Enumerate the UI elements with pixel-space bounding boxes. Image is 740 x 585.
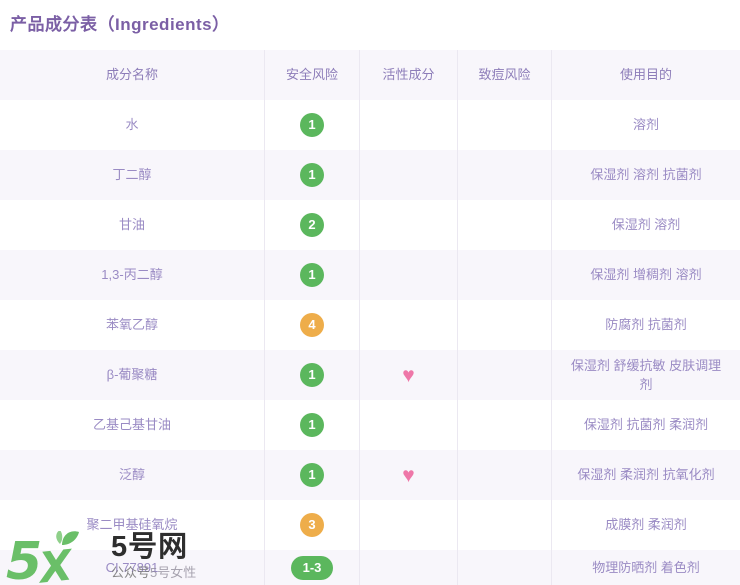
table-row: 聚二甲基硅氧烷 3 成膜剂 柔润剂 (0, 500, 740, 550)
ingredient-name-cell: 泛醇 (0, 450, 265, 500)
table-row: CI 77891 1-3 物理防晒剂 着色剂 (0, 550, 740, 585)
usage-purpose-cell: 保湿剂 柔润剂 抗氧化剂 (577, 467, 715, 483)
safety-risk-badge: 1 (300, 463, 324, 487)
table-row: 泛醇 1 ♥ 保湿剂 柔润剂 抗氧化剂 (0, 450, 740, 500)
ingredient-name-cell: 水 (0, 100, 265, 150)
watermark-subtext-prefix: 公众号 (111, 565, 151, 580)
safety-risk-cell: 1-3 (265, 550, 360, 585)
active-ingredient-cell: ♥ (360, 350, 458, 400)
watermark-subtext: 公众号5号女性 (111, 562, 196, 581)
watermark-brand: 5号网 (111, 531, 189, 563)
acne-risk-cell (458, 150, 552, 200)
table-row: 苯氧乙醇 4 防腐剂 抗菌剂 (0, 300, 740, 350)
usage-purpose-cell: 保湿剂 溶剂 抗菌剂 (590, 167, 702, 183)
usage-purpose-cell: 保湿剂 溶剂 (611, 217, 681, 233)
usage-purpose-cell: 物理防晒剂 着色剂 (592, 559, 700, 575)
svg-text:5: 5 (6, 532, 42, 585)
acne-risk-cell (458, 350, 552, 400)
safety-risk-cell: 1 (265, 100, 360, 150)
watermark: 5 X 5号网 公众号5号女性 (6, 531, 196, 585)
acne-risk-cell (458, 300, 552, 350)
safety-risk-cell: 1 (265, 250, 360, 300)
usage-purpose-cell: 成膜剂 柔润剂 (605, 517, 687, 533)
watermark-logo-icon: 5 X (6, 531, 79, 585)
ingredient-name-cell: 聚二甲基硅氧烷 (0, 500, 265, 550)
watermark-text: 5号网 公众号5号女性 (111, 531, 196, 581)
safety-risk-badge: 1 (300, 413, 324, 437)
active-ingredient-cell (360, 100, 458, 150)
table-row: 1,3-丙二醇 1 保湿剂 增稠剂 溶剂 (0, 250, 740, 300)
table-header-row: 成分名称 安全风险 活性成分 致痘风险 使用目的 (0, 50, 740, 100)
svg-text:X: X (34, 540, 77, 585)
safety-risk-badge: 4 (300, 313, 324, 337)
usage-purpose-cell: 保湿剂 抗菌剂 柔润剂 (583, 417, 709, 433)
usage-purpose-cell: 保湿剂 舒缓抗敏 皮肤调理剂 (570, 357, 722, 393)
safety-risk-badge: 2 (300, 213, 324, 237)
ingredient-name-cell: CI 77891 (0, 550, 265, 585)
usage-purpose-cell: 保湿剂 增稠剂 溶剂 (590, 267, 702, 283)
active-ingredient-cell (360, 250, 458, 300)
acne-risk-cell (458, 550, 552, 585)
safety-risk-cell: 2 (265, 200, 360, 250)
active-ingredient-cell (360, 150, 458, 200)
safety-risk-badge: 1 (300, 113, 324, 137)
table-row: 甘油 2 保湿剂 溶剂 (0, 200, 740, 250)
column-header-acne: 致痘风险 (458, 50, 552, 100)
safety-risk-badge: 1-3 (291, 555, 333, 580)
table-body: 水 1 溶剂丁二醇 1 保湿剂 溶剂 抗菌剂甘油 2 保湿剂 溶剂 1,3-丙二醇 1 保湿剂 增… (0, 100, 740, 585)
safety-risk-cell: 4 (265, 300, 360, 350)
safety-risk-cell: 1 (265, 350, 360, 400)
active-ingredient-cell (360, 550, 458, 585)
safety-risk-cell: 3 (265, 500, 360, 550)
ingredients-table: 成分名称 安全风险 活性成分 致痘风险 使用目的 水 1 溶剂丁二醇 1 保湿剂 溶剂 抗菌剂甘… (0, 50, 740, 585)
active-ingredient-cell (360, 400, 458, 450)
heart-icon: ♥ (402, 363, 415, 387)
ingredient-name-cell: 甘油 (0, 200, 265, 250)
usage-purpose-cell: 防腐剂 抗菌剂 (605, 317, 687, 333)
active-ingredient-cell: ♥ (360, 450, 458, 500)
column-header-active: 活性成分 (360, 50, 458, 100)
table-row: 乙基己基甘油 1 保湿剂 抗菌剂 柔润剂 (0, 400, 740, 450)
safety-risk-badge: 3 (300, 513, 324, 537)
safety-risk-cell: 1 (265, 150, 360, 200)
acne-risk-cell (458, 100, 552, 150)
acne-risk-cell (458, 500, 552, 550)
acne-risk-cell (458, 250, 552, 300)
safety-risk-badge: 1 (300, 163, 324, 187)
column-header-name: 成分名称 (0, 50, 265, 100)
acne-risk-cell (458, 400, 552, 450)
ingredient-name-cell: 苯氧乙醇 (0, 300, 265, 350)
ingredient-name-cell: 1,3-丙二醇 (0, 250, 265, 300)
table-row: 水 1 溶剂 (0, 100, 740, 150)
ingredient-name-cell: 丁二醇 (0, 150, 265, 200)
safety-risk-badge: 1 (300, 263, 324, 287)
column-header-safety: 安全风险 (265, 50, 360, 100)
column-header-purpose: 使用目的 (619, 67, 672, 83)
watermark-subtext-overlap: 5号女性 (150, 565, 197, 580)
safety-risk-cell: 1 (265, 400, 360, 450)
page-title: 产品成分表（Ingredients） (10, 15, 230, 34)
heart-icon: ♥ (402, 463, 415, 487)
acne-risk-cell (458, 200, 552, 250)
active-ingredient-cell (360, 300, 458, 350)
ingredient-name-cell: β-葡聚糖 (0, 350, 265, 400)
safety-risk-badge: 1 (300, 363, 324, 387)
table-row: 丁二醇 1 保湿剂 溶剂 抗菌剂 (0, 150, 740, 200)
active-ingredient-cell (360, 500, 458, 550)
ingredient-name-cell: 乙基己基甘油 (0, 400, 265, 450)
acne-risk-cell (458, 450, 552, 500)
usage-purpose-cell: 溶剂 (632, 117, 659, 133)
safety-risk-cell: 1 (265, 450, 360, 500)
active-ingredient-cell (360, 200, 458, 250)
table-row: β-葡聚糖 1 ♥ 保湿剂 舒缓抗敏 皮肤调理剂 (0, 350, 740, 400)
